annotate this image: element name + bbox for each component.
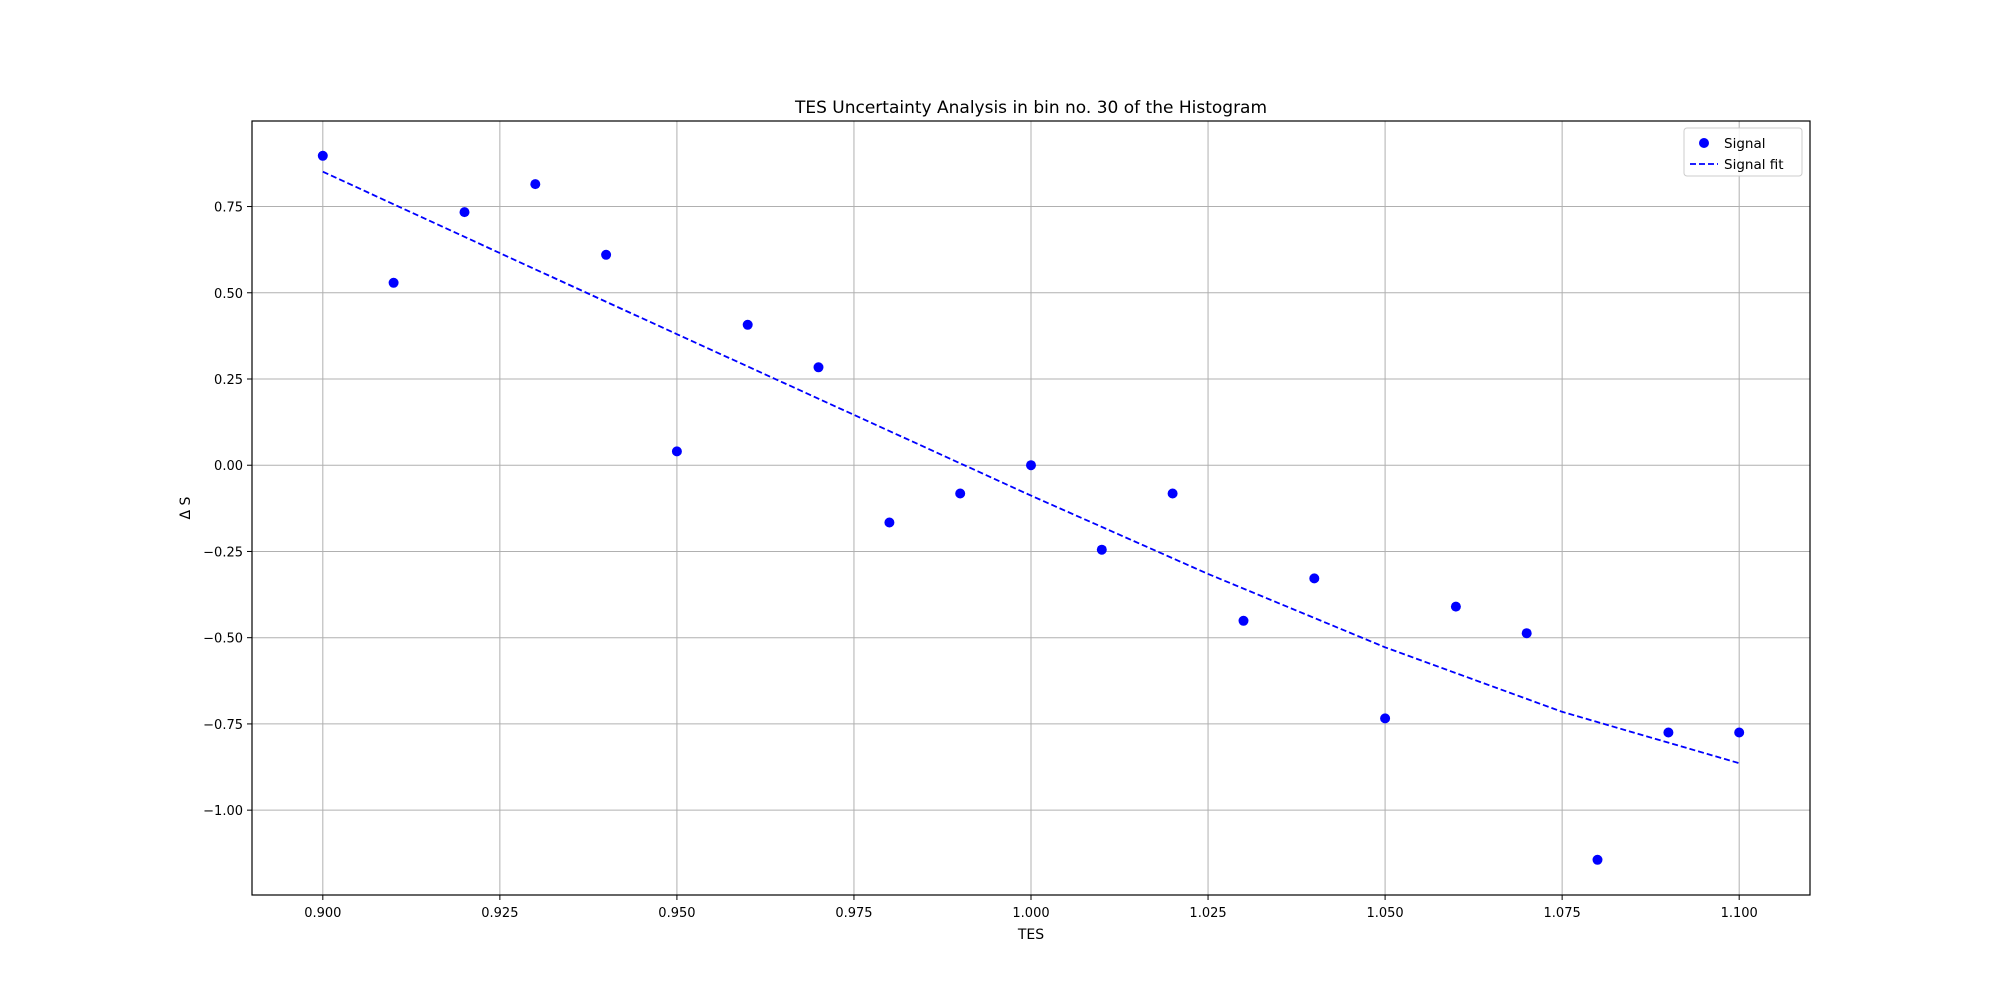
signal-point [884, 517, 895, 528]
y-tick-label: 0.25 [214, 373, 243, 388]
signal-point [1167, 488, 1178, 499]
y-axis-ticks: −1.00 −0.75 −0.50 −0.25 0.00 0.25 0.50 0.75 [203, 201, 252, 819]
scatter-points-layer [317, 150, 1745, 865]
signal-point [1450, 601, 1461, 612]
y-tick-label: −0.25 [203, 545, 243, 560]
y-axis-label: Δ S [178, 496, 194, 519]
signal-point [459, 207, 470, 218]
legend: Signal Signal fit [1683, 127, 1803, 177]
x-tick-label: 0.900 [304, 906, 341, 921]
y-tick-label: −0.50 [203, 632, 243, 647]
x-tick-label: 1.000 [1012, 906, 1049, 921]
signal-point [1026, 460, 1036, 471]
chart-title: TES Uncertainty Analysis in bin no. 30 o… [794, 98, 1267, 118]
signal-point [530, 179, 541, 190]
signal-point [317, 150, 328, 161]
x-tick-label: 1.050 [1366, 906, 1403, 921]
signal-point [742, 319, 753, 330]
x-axis-label: TES [1017, 927, 1044, 943]
signal-point [1592, 854, 1603, 865]
legend-label-signal: Signal [1724, 136, 1765, 152]
x-tick-label: 1.100 [1721, 906, 1758, 921]
y-tick-label: −1.00 [203, 804, 243, 819]
y-tick-label: 0.50 [214, 287, 243, 302]
y-tick-label: 0.00 [214, 459, 243, 474]
signal-point [1309, 573, 1320, 584]
signal-point [1238, 615, 1249, 626]
y-tick-label: −0.75 [203, 718, 243, 733]
fit-line-layer [322, 170, 1740, 765]
signal-point [1734, 727, 1745, 738]
signal-point [1096, 544, 1107, 555]
signal-point [1521, 628, 1532, 639]
legend-marker-signal [1699, 138, 1709, 148]
x-axis-ticks: 0.900 0.925 0.950 0.975 1.000 1.025 1.050 1.075… [304, 895, 1758, 921]
signal-point [601, 249, 612, 260]
x-tick-label: 1.075 [1544, 906, 1581, 921]
x-tick-label: 0.950 [658, 906, 695, 921]
signal-point [813, 362, 824, 373]
signal-point [388, 277, 399, 288]
signal-point [955, 488, 966, 499]
signal-fit-line [322, 170, 1740, 765]
x-tick-label: 0.925 [481, 906, 518, 921]
signal-point [1663, 727, 1674, 738]
x-tick-label: 0.975 [835, 906, 872, 921]
legend-label-signal-fit: Signal fit [1724, 157, 1784, 173]
signal-point [671, 446, 682, 457]
signal-point [1380, 713, 1391, 724]
x-tick-label: 1.025 [1189, 906, 1226, 921]
y-tick-label: 0.75 [214, 201, 243, 216]
